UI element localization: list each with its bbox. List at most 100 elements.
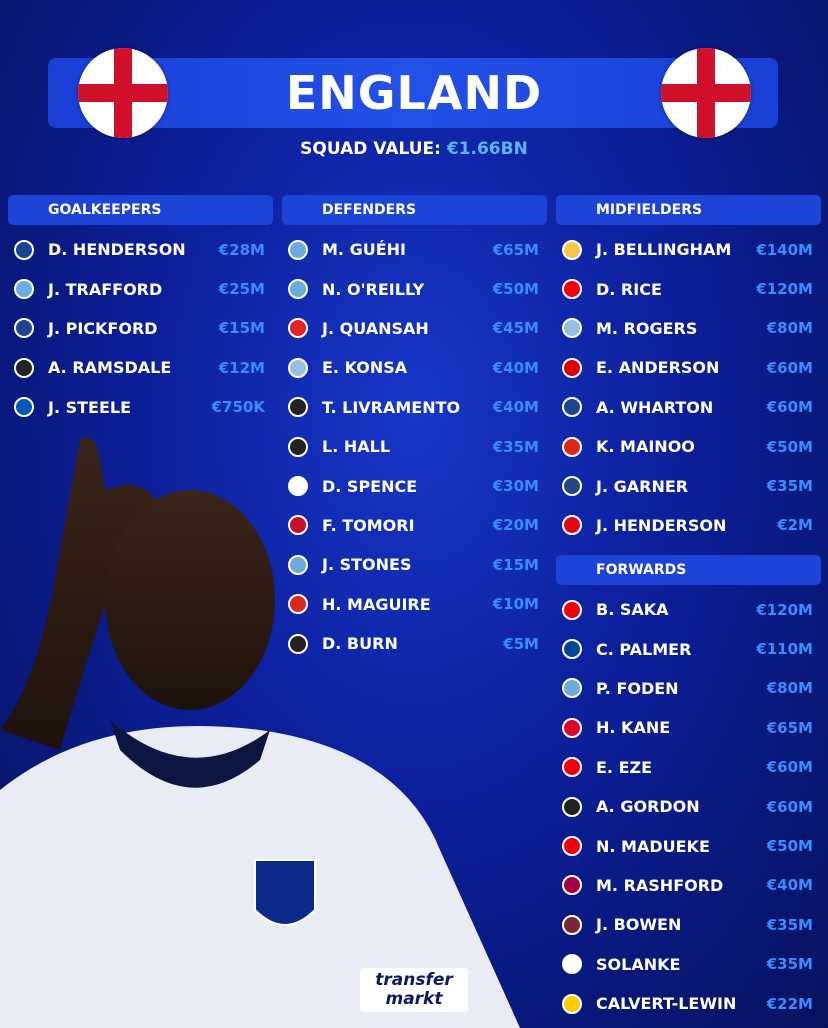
arsenal-crest-icon [562,599,582,620]
player-row: K. MAINOO €50M [556,427,821,466]
squad-value-label: SQUAD VALUE: [300,139,441,159]
player-name: A. RAMSDALE [48,358,172,378]
squad-value-amount: €1.66BN [446,139,528,159]
player-value: €50M [492,280,539,299]
player-value: €80M [766,319,813,338]
title-banner [48,58,778,128]
palace-crest-icon [14,239,34,260]
player-value: €12M [218,358,265,377]
player-name: P. FODEN [596,678,679,698]
player-value: €15M [492,555,539,574]
player-name: J. GARNER [596,476,689,496]
newcastle-crest-icon [562,796,582,817]
player-row: A. GORDON €60M [556,787,821,826]
player-value: €65M [766,718,813,737]
newcastle-crest-icon [288,397,308,418]
player-row: J. STONES €15M [282,545,547,584]
player-row: H. MAGUIRE €10M [282,585,547,624]
player-name: J. BOWEN [596,915,682,935]
player-name: H. MAGUIRE [322,594,431,614]
player-row: L. HALL €35M [282,427,547,466]
player-row: J. BELLINGHAM €140M [556,230,821,269]
city-crest-icon [288,239,308,260]
player-name: M. GUÉHI [322,240,406,260]
england-flag-icon [78,48,168,138]
chelsea-crest-icon [562,639,582,660]
player-value: €50M [766,437,813,456]
madrid-crest-icon [562,239,582,260]
player-name: N. MADUEKE [596,836,710,856]
player-value: €60M [766,797,813,816]
player-value: €28M [218,240,265,259]
player-row: A. WHARTON €60M [556,388,821,427]
player-row: J. GARNER €35M [556,466,821,505]
player-name: A. GORDON [596,797,700,817]
player-value: €20M [492,516,539,535]
brentford-crest-icon [562,515,582,536]
player-value: €40M [766,876,813,895]
section-forwards: FORWARDS B. SAKA €120M C. PALMER €110M P. FOD… [556,555,821,1023]
player-name: D. BURN [322,634,398,654]
section-header: FORWARDS [556,555,821,585]
player-row: E. ANDERSON €60M [556,348,821,387]
player-value: €25M [218,280,265,299]
player-name: E. KONSA [322,358,408,378]
player-row: M. RASHFORD €40M [556,866,821,905]
player-value: €40M [492,358,539,377]
player-name: L. HALL [322,437,391,457]
player-row: A. RAMSDALE €12M [8,348,273,387]
section-header: GOALKEEPERS [8,195,273,225]
player-name: D. SPENCE [322,476,418,496]
player-value: €60M [766,398,813,417]
arsenal-crest-icon [562,279,582,300]
england-flag-icon [661,48,751,138]
section-midfielders: MIDFIELDERS J. BELLINGHAM €140M D. RICE €120… [556,195,821,545]
player-name: M. ROGERS [596,318,698,338]
villa-crest-icon [288,357,308,378]
player-value: €35M [766,477,813,496]
player-value: €60M [766,758,813,777]
player-row: J. QUANSAH €45M [282,309,547,348]
united-crest-icon [288,594,308,615]
city-crest-icon [14,279,34,300]
milan-crest-icon [288,515,308,536]
player-name: N. O'REILLY [322,279,425,299]
player-row: P. FODEN €80M [556,669,821,708]
logo-line1: transfer [375,970,453,990]
player-name: J. HENDERSON [596,515,727,535]
section-goalkeepers: GOALKEEPERS D. HENDERSON €28M J. TRAFFORD €2… [8,195,273,427]
player-name: B. SAKA [596,600,669,620]
player-row: D. BURN €5M [282,624,547,663]
player-value: €110M [756,640,813,659]
barcelona-crest-icon [562,875,582,896]
player-value: €2M [777,516,813,535]
player-name: J. BELLINGHAM [596,240,732,260]
player-value: €120M [756,280,813,299]
player-row: N. MADUEKE €50M [556,826,821,865]
player-name: C. PALMER [596,639,692,659]
player-value: €140M [756,240,813,259]
player-name: F. TOMORI [322,515,415,535]
spurs-crest-icon [562,954,582,975]
player-name: SOLANKE [596,954,681,974]
arsenal-crest-icon [562,757,582,778]
player-row: J. TRAFFORD €25M [8,269,273,308]
player-value: €50M [766,837,813,856]
player-name: J. STONES [322,555,412,575]
player-name: A. WHARTON [596,397,714,417]
player-name: E. EZE [596,757,653,777]
player-row: J. STEELE €750K [8,388,273,427]
player-row: B. SAKA €120M [556,590,821,629]
newcastle-crest-icon [14,357,34,378]
player-row: E. EZE €60M [556,748,821,787]
player-value: €22M [766,994,813,1013]
westham-crest-icon [562,914,582,935]
player-value: €80M [766,679,813,698]
player-row: M. GUÉHI €65M [282,230,547,269]
villa-crest-icon [562,318,582,339]
player-value: €120M [756,600,813,619]
player-row: T. LIVRAMENTO €40M [282,388,547,427]
player-row: H. KANE €65M [556,708,821,747]
player-value: €45M [492,319,539,338]
player-name: T. LIVRAMENTO [322,397,461,417]
